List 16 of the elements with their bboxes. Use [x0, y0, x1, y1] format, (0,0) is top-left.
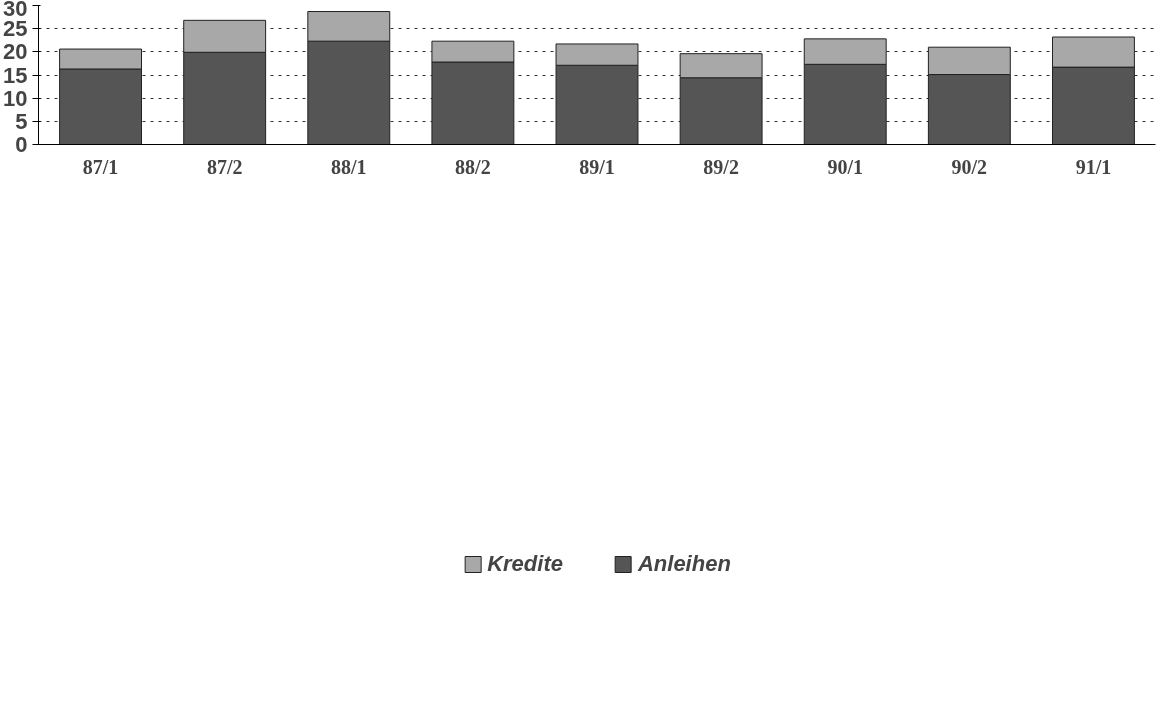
x-tick-label: 91/1 — [1075, 155, 1112, 178]
y-tick-label: 10 — [3, 85, 28, 111]
legend-label: Anleihen — [637, 550, 731, 577]
x-tick-label: 88/2 — [455, 155, 491, 178]
legend-label: Kredite — [487, 550, 563, 577]
y-tick-label: 5 — [15, 108, 28, 134]
x-tick-label: 88/1 — [331, 155, 367, 178]
x-tick-label: 89/2 — [703, 155, 739, 178]
y-tick-label: 15 — [3, 62, 28, 88]
x-tick-label: 90/1 — [827, 155, 864, 178]
y-tick-label: 0 — [15, 132, 28, 157]
y-tick-label: 20 — [3, 39, 28, 65]
x-tick-label: 90/2 — [951, 155, 988, 178]
x-tick-label: 87/1 — [82, 155, 119, 178]
x-tick-label: 89/1 — [579, 155, 615, 178]
x-tick-label: 87/2 — [206, 155, 243, 178]
